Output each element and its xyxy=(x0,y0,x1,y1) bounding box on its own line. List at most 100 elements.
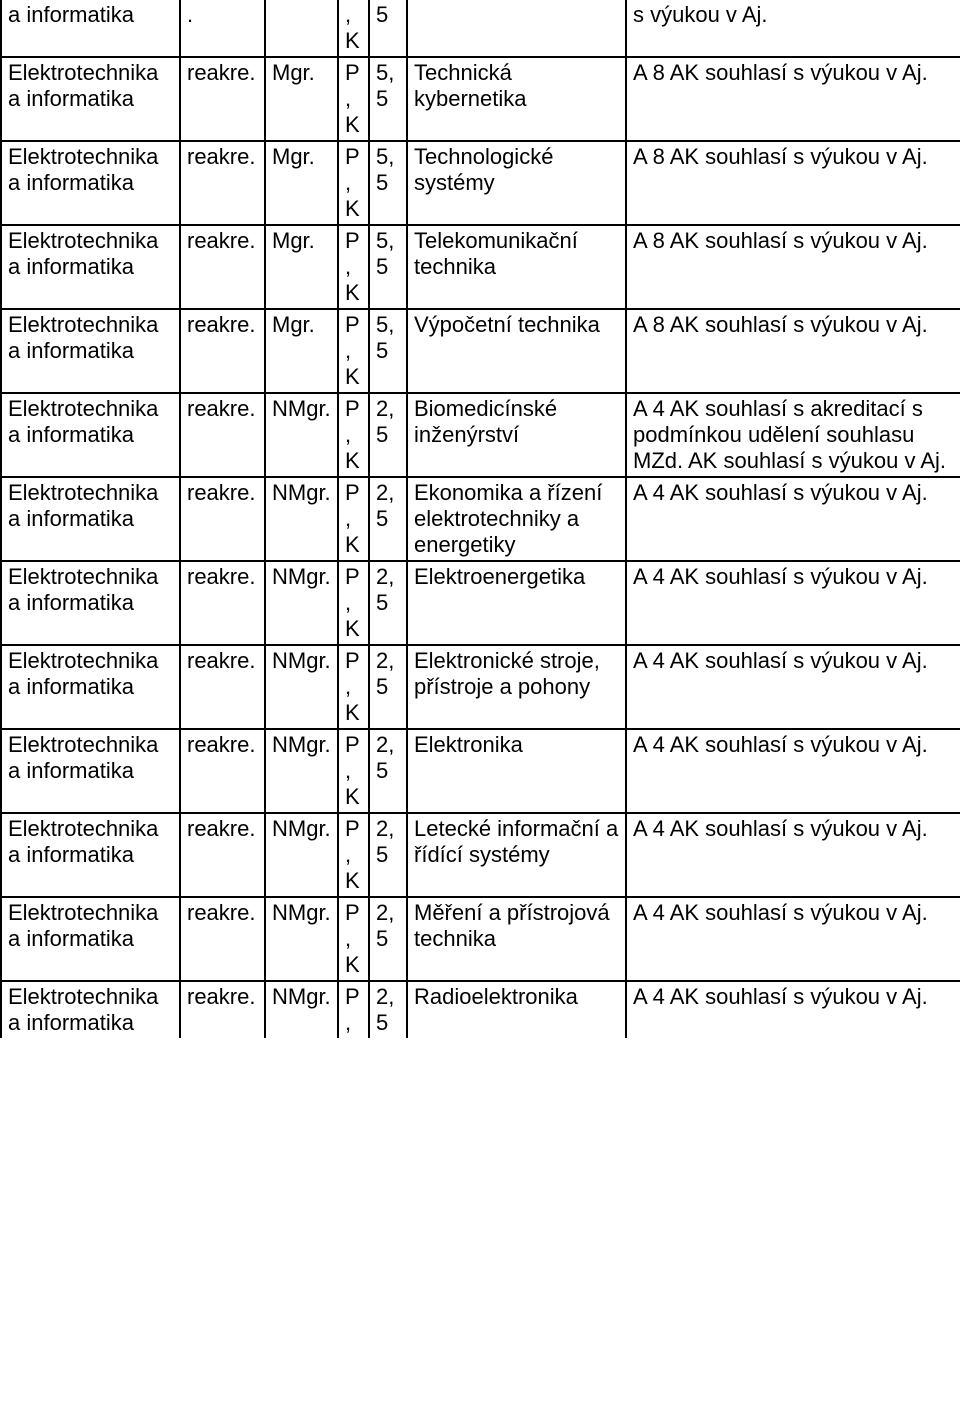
table-cell: reakre. xyxy=(180,729,265,813)
table-cell: 5,5 xyxy=(369,57,407,141)
table-cell: reakre. xyxy=(180,309,265,393)
table-cell: Výpočetní technika xyxy=(407,309,626,393)
table-cell: Elektrotechnika a informatika xyxy=(1,981,180,1038)
table-cell: A 4 AK souhlasí s výukou v Aj. xyxy=(626,897,960,981)
table-cell: Technologické systémy xyxy=(407,141,626,225)
table-cell: Elektrotechnika a informatika xyxy=(1,141,180,225)
table-cell: 5,5 xyxy=(369,225,407,309)
table-row: Elektrotechnika a informatikareakre.NMgr… xyxy=(1,477,960,561)
table-cell: P, K xyxy=(338,225,369,309)
table-cell: NMgr. xyxy=(265,813,338,897)
table-cell: A 4 AK souhlasí s výukou v Aj. xyxy=(626,477,960,561)
table-cell: reakre. xyxy=(180,477,265,561)
table-cell: NMgr. xyxy=(265,477,338,561)
table-cell: Elektrotechnika a informatika xyxy=(1,813,180,897)
table-cell: reakre. xyxy=(180,645,265,729)
table-cell: 5 xyxy=(369,0,407,57)
table-cell: 2,5 xyxy=(369,981,407,1038)
table-cell: 2,5 xyxy=(369,729,407,813)
table-row: Elektrotechnika a informatikareakre.NMgr… xyxy=(1,645,960,729)
table-cell: P, K xyxy=(338,309,369,393)
table-cell: 2,5 xyxy=(369,477,407,561)
table-row: Elektrotechnika a informatikareakre.NMgr… xyxy=(1,393,960,477)
table-cell: 5,5 xyxy=(369,141,407,225)
table-cell: Elektroenergetika xyxy=(407,561,626,645)
table-cell: , K xyxy=(338,0,369,57)
table-row: Elektrotechnika a informatikareakre.NMgr… xyxy=(1,981,960,1038)
table-cell: A 4 AK souhlasí s výukou v Aj. xyxy=(626,813,960,897)
table-cell: Ekonomika a řízení elektrotechniky a ene… xyxy=(407,477,626,561)
table-cell: . xyxy=(180,0,265,57)
table-cell: Elektrotechnika a informatika xyxy=(1,393,180,477)
table-cell: Radioelektronika xyxy=(407,981,626,1038)
table-cell: A 4 AK souhlasí s výukou v Aj. xyxy=(626,645,960,729)
table-cell: Letecké informační a řídící systémy xyxy=(407,813,626,897)
table-cell: A 8 AK souhlasí s výukou v Aj. xyxy=(626,225,960,309)
table-cell: P, K xyxy=(338,897,369,981)
table-cell: A 4 AK souhlasí s akreditací s podmínkou… xyxy=(626,393,960,477)
table-cell: Telekomunikační technika xyxy=(407,225,626,309)
table-cell: P, xyxy=(338,981,369,1038)
table-cell xyxy=(407,0,626,57)
table-cell: NMgr. xyxy=(265,561,338,645)
table-cell: reakre. xyxy=(180,561,265,645)
table-cell: P, K xyxy=(338,645,369,729)
table-row: a informatika., K5s výukou v Aj. xyxy=(1,0,960,57)
table-cell: 2,5 xyxy=(369,897,407,981)
table-cell: Elektrotechnika a informatika xyxy=(1,57,180,141)
table-cell: A 8 AK souhlasí s výukou v Aj. xyxy=(626,141,960,225)
table-cell: A 4 AK souhlasí s výukou v Aj. xyxy=(626,561,960,645)
table-cell: Měření a přístrojová technika xyxy=(407,897,626,981)
table-row: Elektrotechnika a informatikareakre.Mgr.… xyxy=(1,141,960,225)
table-cell: P, K xyxy=(338,393,369,477)
table-cell xyxy=(265,0,338,57)
table-cell: 2,5 xyxy=(369,813,407,897)
table-row: Elektrotechnika a informatikareakre.NMgr… xyxy=(1,729,960,813)
table-cell: NMgr. xyxy=(265,897,338,981)
table-cell: reakre. xyxy=(180,393,265,477)
table-cell: a informatika xyxy=(1,0,180,57)
table-cell: reakre. xyxy=(180,225,265,309)
table-cell: NMgr. xyxy=(265,645,338,729)
table-cell: Mgr. xyxy=(265,309,338,393)
table-cell: A 8 AK souhlasí s výukou v Aj. xyxy=(626,309,960,393)
table-cell: Elektrotechnika a informatika xyxy=(1,477,180,561)
table-cell: P, K xyxy=(338,477,369,561)
table-cell: reakre. xyxy=(180,981,265,1038)
table-cell: reakre. xyxy=(180,813,265,897)
table-cell: 2,5 xyxy=(369,561,407,645)
table-row: Elektrotechnika a informatikareakre.Mgr.… xyxy=(1,309,960,393)
accreditation-table: a informatika., K5s výukou v Aj.Elektrot… xyxy=(0,0,960,1038)
table-cell: Elektrotechnika a informatika xyxy=(1,645,180,729)
table-cell: Elektrotechnika a informatika xyxy=(1,729,180,813)
table-cell: P, K xyxy=(338,141,369,225)
table-cell: 2,5 xyxy=(369,393,407,477)
table-row: Elektrotechnika a informatikareakre.NMgr… xyxy=(1,897,960,981)
table-cell: A 4 AK souhlasí s výukou v Aj. xyxy=(626,729,960,813)
table-cell: Technická kybernetika xyxy=(407,57,626,141)
table-cell: Mgr. xyxy=(265,141,338,225)
table-cell: P, K xyxy=(338,57,369,141)
table-cell: Elektrotechnika a informatika xyxy=(1,897,180,981)
table-cell: P, K xyxy=(338,561,369,645)
table-cell: Mgr. xyxy=(265,225,338,309)
table-cell: Elektrotechnika a informatika xyxy=(1,561,180,645)
table-cell: Elektrotechnika a informatika xyxy=(1,309,180,393)
table-cell: Elektronické stroje, přístroje a pohony xyxy=(407,645,626,729)
table-row: Elektrotechnika a informatikareakre.Mgr.… xyxy=(1,57,960,141)
table-cell: reakre. xyxy=(180,141,265,225)
table-cell: 2,5 xyxy=(369,645,407,729)
table-cell: A 4 AK souhlasí s výukou v Aj. xyxy=(626,981,960,1038)
table-cell: NMgr. xyxy=(265,981,338,1038)
table-cell: Biomedicínské inženýrství xyxy=(407,393,626,477)
table-cell: P, K xyxy=(338,729,369,813)
table-row: Elektrotechnika a informatikareakre.Mgr.… xyxy=(1,225,960,309)
table-cell: A 8 AK souhlasí s výukou v Aj. xyxy=(626,57,960,141)
table-cell: Mgr. xyxy=(265,57,338,141)
table-cell: 5,5 xyxy=(369,309,407,393)
table-cell: P, K xyxy=(338,813,369,897)
table-cell: reakre. xyxy=(180,57,265,141)
table-cell: Elektronika xyxy=(407,729,626,813)
table-cell: Elektrotechnika a informatika xyxy=(1,225,180,309)
table-row: Elektrotechnika a informatikareakre.NMgr… xyxy=(1,813,960,897)
